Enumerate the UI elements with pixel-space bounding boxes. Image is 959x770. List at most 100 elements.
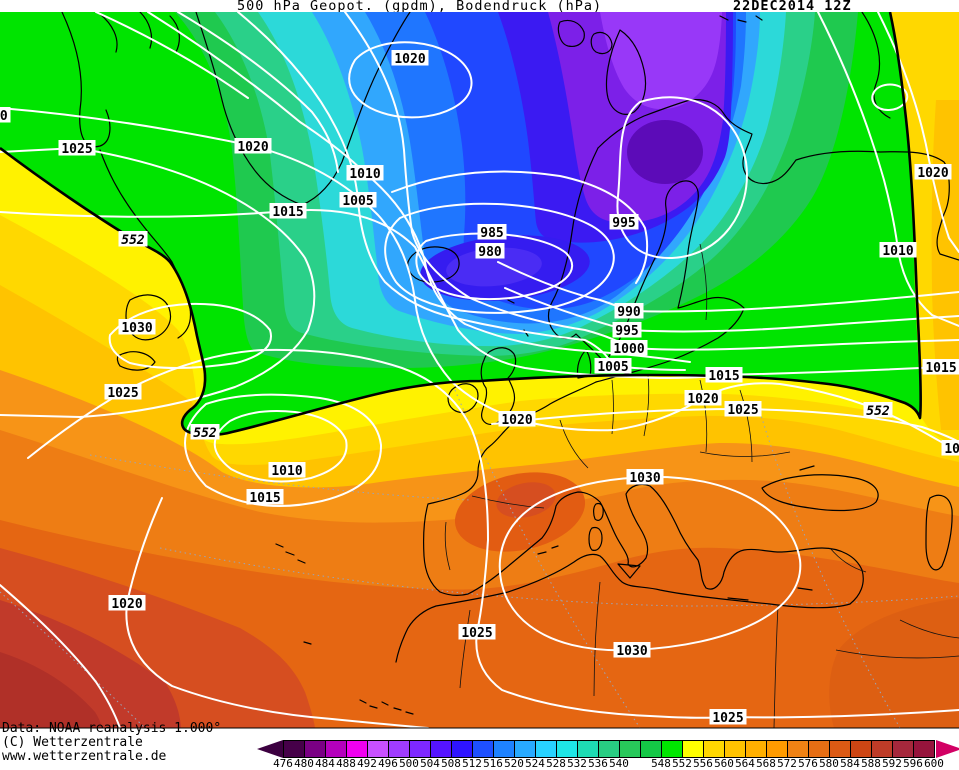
colorbar-swatch — [872, 741, 893, 757]
colorbar-tick-label: 476 — [273, 757, 293, 770]
pressure-label-box — [475, 243, 505, 259]
colorbar-tick-label: 600 — [924, 757, 944, 770]
pressure-label: 1020 — [687, 392, 718, 407]
colorbar-swatch — [473, 741, 494, 757]
colorbar-tick-label: 516 — [483, 757, 503, 770]
pressure-label-box — [626, 469, 664, 485]
colorbar-tick-label: 556 — [693, 757, 713, 770]
colorbar-swatch — [725, 741, 746, 757]
pressure-label: 1015 — [944, 442, 959, 457]
colorbar-swatch — [788, 741, 809, 757]
colorbar-swatch — [830, 741, 851, 757]
pressure-label: 1010 — [882, 244, 913, 259]
pressure-label-box — [339, 192, 377, 208]
pressure-label: 995 — [615, 324, 638, 339]
colorbar-tick-label: 488 — [336, 757, 356, 770]
pressure-label: 1025 — [107, 386, 138, 401]
colorbar-swatch — [389, 741, 410, 757]
colorbar-swatch — [620, 741, 641, 757]
pressure-label-box — [458, 624, 496, 640]
pressure-label: 1020 — [501, 413, 532, 428]
colorbar-tick-label: 564 — [735, 757, 755, 770]
geopotential-label-box — [118, 231, 148, 247]
pressure-label-box — [914, 164, 952, 180]
pressure-label: 1025 — [712, 711, 743, 726]
pressure-label-box — [104, 384, 142, 400]
pressure-label-box — [118, 319, 156, 335]
pressure-label-box — [594, 358, 632, 374]
pressure-label-box — [614, 303, 644, 319]
colorbar-tick-label: 508 — [441, 757, 461, 770]
colorbar-tick-label: 536 — [588, 757, 608, 770]
geopotential-label: 552 — [121, 233, 145, 248]
pressure-label: 1020 — [917, 166, 948, 181]
colorbar-tick-label: 584 — [840, 757, 860, 770]
pressure-label-box — [246, 489, 284, 505]
colorbar-swatch — [578, 741, 599, 757]
pressure-label-box — [477, 224, 507, 240]
pressure-label-box — [498, 411, 536, 427]
pressure-label: 1025 — [461, 626, 492, 641]
colorbar-swatch — [599, 741, 620, 757]
pressure-label-box — [58, 140, 96, 156]
colorbar-tick-label: 512 — [462, 757, 482, 770]
pressure-label-box — [941, 440, 959, 456]
pressure-label-box — [609, 214, 639, 230]
pressure-label: 1010 — [271, 464, 302, 479]
geopotential-label: 552 — [866, 404, 890, 419]
colorbar-swatch — [767, 741, 788, 757]
pressure-label: 1000 — [613, 342, 644, 357]
pressure-label: 985 — [480, 226, 503, 241]
colorbar-tick-label: 520 — [504, 757, 524, 770]
pressure-label-box — [724, 401, 762, 417]
colorbar-swatch — [305, 741, 326, 757]
colorbar-tick-label: 532 — [567, 757, 587, 770]
colorbar-tick-label: 588 — [861, 757, 881, 770]
colorbar-tick-label: 504 — [420, 757, 440, 770]
colorbar-swatch — [746, 741, 767, 757]
pressure-label-box — [684, 390, 722, 406]
colorbar-right-arrow — [936, 740, 959, 758]
chart-timestamp: 22DEC2014 12Z — [733, 0, 852, 14]
credits-block: Data: NOAA reanalysis 1.000° (C) Wetterz… — [2, 721, 222, 764]
geopotential-label-box — [190, 424, 220, 440]
pressure-label-box — [346, 165, 384, 181]
pressure-label: 1030 — [121, 321, 152, 336]
colorbar-swatch — [893, 741, 914, 757]
pressure-label-box — [709, 709, 747, 725]
pressure-label-box — [610, 340, 648, 356]
colorbar-swatch — [662, 741, 683, 757]
colorbar-tick-label: 480 — [294, 757, 314, 770]
contour-labels: 1020 1025 1020 1020 1010 1005 1015 995 985 980 102… — [0, 50, 959, 726]
colorbar-tick-label: 496 — [378, 757, 398, 770]
colorbar-swatch — [515, 741, 536, 757]
colorbar-tick-label: 568 — [756, 757, 776, 770]
chart-title: 500 hPa Geopot. (gpdm), Bodendruck (hPa) — [237, 0, 603, 14]
pressure-label-box — [705, 367, 743, 383]
colorbar-swatch — [452, 741, 473, 757]
colorbar-tick-label: 524 — [525, 757, 545, 770]
pressure-label-box — [922, 359, 959, 375]
colorbar-swatch — [914, 741, 934, 757]
pressure-label: 1015 — [272, 205, 303, 220]
colorbar-swatch — [683, 741, 704, 757]
geopotential-label: 552 — [193, 426, 217, 441]
colorbar-swatch — [641, 741, 662, 757]
colorbar-swatch — [494, 741, 515, 757]
colorbar-tick-label: 528 — [546, 757, 566, 770]
geopotential-label-box — [863, 402, 893, 418]
colorbar-swatch — [431, 741, 452, 757]
colorbar-tick-label: 500 — [399, 757, 419, 770]
colorbar-swatch — [368, 741, 389, 757]
colorbar-tick-label: 552 — [672, 757, 692, 770]
colorbar-tick-label: 540 — [609, 757, 629, 770]
pressure-label: 1030 — [616, 644, 647, 659]
colorbar-swatch — [410, 741, 431, 757]
pressure-label: 1020 — [111, 597, 142, 612]
colorbar-tick-label: 492 — [357, 757, 377, 770]
pressure-label: 1010 — [349, 167, 380, 182]
colorbar-swatch — [347, 741, 368, 757]
colorbar-tick-label: 484 — [315, 757, 335, 770]
